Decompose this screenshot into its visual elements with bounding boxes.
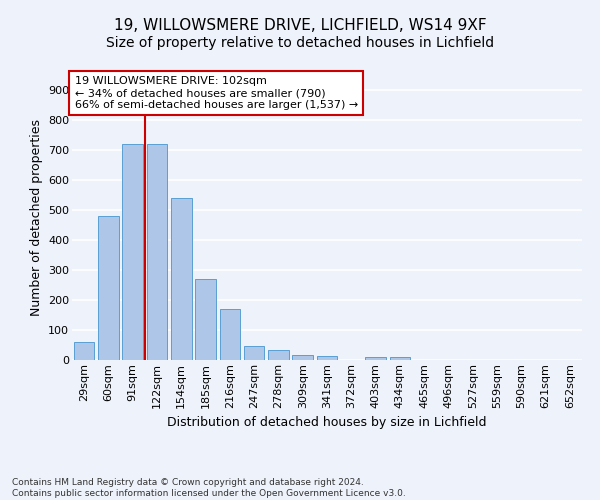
Bar xyxy=(146,144,167,360)
Text: 19 WILLOWSMERE DRIVE: 102sqm
← 34% of detached houses are smaller (790)
66% of s: 19 WILLOWSMERE DRIVE: 102sqm ← 34% of de… xyxy=(74,76,358,110)
Bar xyxy=(244,346,265,360)
Y-axis label: Number of detached properties: Number of detached properties xyxy=(29,119,43,316)
Text: 19, WILLOWSMERE DRIVE, LICHFIELD, WS14 9XF: 19, WILLOWSMERE DRIVE, LICHFIELD, WS14 9… xyxy=(113,18,487,32)
Bar xyxy=(268,350,289,360)
X-axis label: Distribution of detached houses by size in Lichfield: Distribution of detached houses by size … xyxy=(167,416,487,429)
Text: Size of property relative to detached houses in Lichfield: Size of property relative to detached ho… xyxy=(106,36,494,50)
Bar xyxy=(317,356,337,360)
Bar xyxy=(171,198,191,360)
Bar xyxy=(220,309,240,360)
Bar xyxy=(389,358,410,360)
Text: Contains HM Land Registry data © Crown copyright and database right 2024.
Contai: Contains HM Land Registry data © Crown c… xyxy=(12,478,406,498)
Bar xyxy=(365,358,386,360)
Bar xyxy=(122,144,143,360)
Bar xyxy=(98,216,119,360)
Bar xyxy=(74,342,94,360)
Bar xyxy=(195,279,216,360)
Bar xyxy=(292,355,313,360)
